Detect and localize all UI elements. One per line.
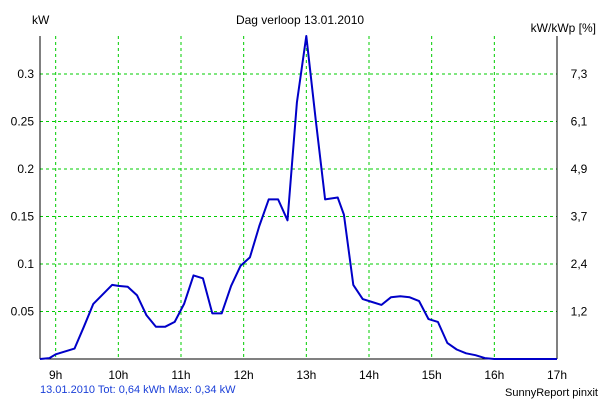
- x-tick-label: 16h: [484, 368, 504, 382]
- y-tick-label-left: 0.25: [11, 115, 35, 129]
- x-tick-label: 15h: [422, 368, 442, 382]
- footer-summary: 13.01.2010 Tot: 0,64 kWh Max: 0,34 kW: [40, 384, 236, 396]
- y-tick-label-right: 7,3: [571, 67, 588, 81]
- y-axis-label-right: kW/kWp [%]: [531, 21, 596, 35]
- x-tick-label: 12h: [234, 368, 254, 382]
- y-tick-label-right: 3,7: [571, 210, 588, 224]
- y-axis-label-left: kW: [32, 13, 50, 27]
- tick-labels: 9h 10h 11h 12h 13h 14h 15h 16h 17h 0.05 0.1 0.15 0.2…: [11, 67, 588, 382]
- y-tick-label-right: 4,9: [571, 162, 588, 176]
- y-tick-label-left: 0.1: [17, 257, 34, 271]
- x-tick-label: 10h: [108, 368, 128, 382]
- series-line-power: [39, 35, 557, 360]
- x-tick-label: 13h: [296, 368, 316, 382]
- y-tick-label-right: 1,2: [571, 305, 588, 319]
- y-tick-label-left: 0.05: [11, 305, 35, 319]
- x-tick-label: 17h: [547, 368, 567, 382]
- x-tick-label: 14h: [359, 368, 379, 382]
- axes: [39, 36, 558, 360]
- footer-credit: SunnyReport pinxit: [505, 387, 598, 399]
- x-tick-label: 9h: [49, 368, 62, 382]
- y-tick-label-left: 0.3: [17, 67, 34, 81]
- y-tick-label-right: 2,4: [571, 257, 588, 271]
- y-tick-label-right: 6,1: [571, 115, 588, 129]
- grid: [40, 36, 558, 359]
- chart-title: Dag verloop 13.01.2010: [236, 13, 364, 27]
- series-layer: [39, 35, 557, 360]
- x-tick-label: 11h: [171, 368, 190, 382]
- y-tick-label-left: 0.15: [11, 210, 35, 224]
- y-tick-label-left: 0.2: [17, 162, 34, 176]
